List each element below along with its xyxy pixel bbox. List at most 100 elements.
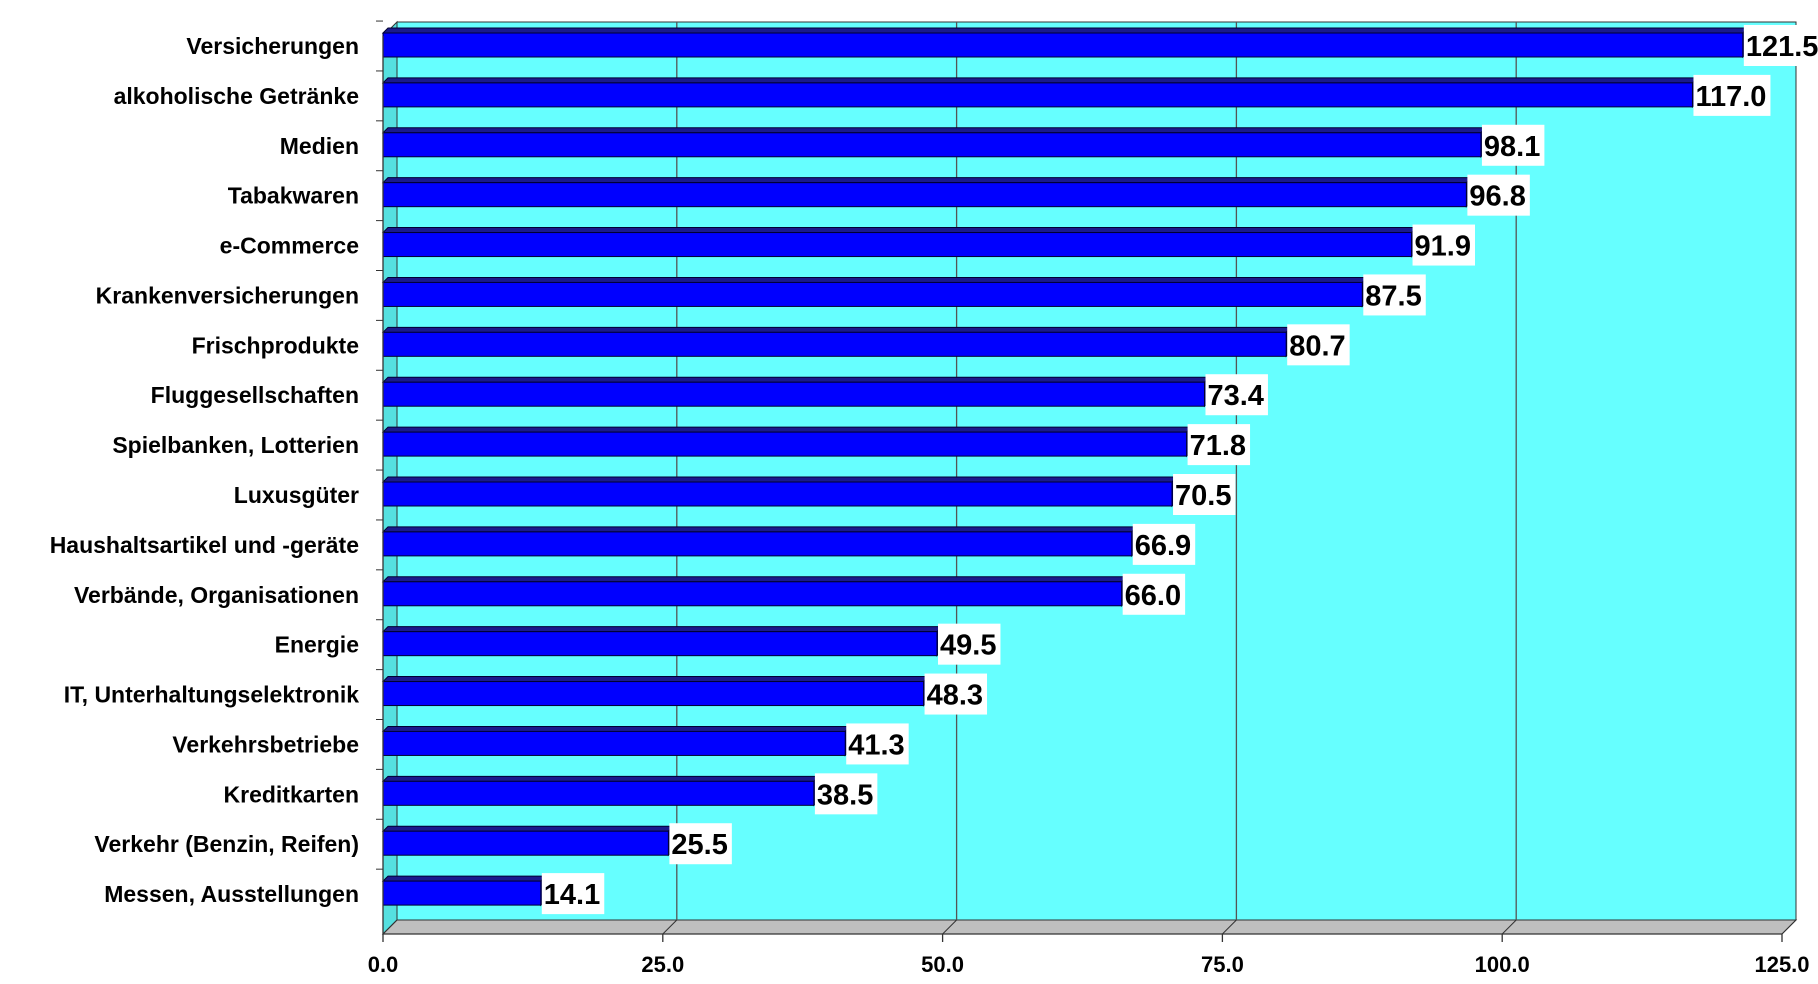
- value-label: 121.5: [1743, 25, 1818, 66]
- floor-gridline: [1222, 919, 1237, 935]
- bar-top-face: [381, 676, 930, 683]
- bar-top-face: [381, 127, 1488, 134]
- value-label-text: 66.0: [1125, 580, 1181, 612]
- category-label: alkoholische Getränke: [114, 83, 359, 109]
- bar: [381, 725, 852, 757]
- category-label: Tabakwaren: [228, 183, 359, 209]
- value-label: 91.9: [1412, 224, 1475, 266]
- floor-gridline: [942, 919, 957, 935]
- value-label-background: [1412, 224, 1475, 266]
- category-label: Messen, Ausstellungen: [104, 881, 359, 907]
- category-label: Fluggesellschaften: [151, 382, 359, 408]
- gridlines: [382, 22, 1797, 935]
- bar-front-face: [382, 32, 1744, 58]
- bar: [381, 675, 930, 707]
- value-label: 87.5: [1363, 274, 1426, 316]
- x-tick-label: 0.0: [368, 952, 399, 977]
- value-label: 71.8: [1187, 424, 1251, 466]
- bar-front-face: [382, 730, 846, 756]
- value-label: 96.8: [1467, 174, 1530, 216]
- bar-top-face: [381, 426, 1193, 433]
- value-label-text: 87.5: [1365, 280, 1421, 312]
- bar: [381, 176, 1473, 208]
- value-label-text: 41.3: [848, 729, 904, 761]
- value-label-text: 117.0: [1695, 81, 1766, 113]
- bar-front-face: [382, 631, 938, 657]
- value-label-text: 48.3: [927, 680, 983, 712]
- bar-front-face: [382, 132, 1482, 158]
- value-label-text: 71.8: [1190, 430, 1246, 462]
- value-label-background: [1363, 274, 1426, 316]
- category-labels: Versicherungen alkoholische Getränke Medie…: [50, 33, 360, 907]
- category-label: IT, Unterhaltungselektronik: [64, 682, 359, 708]
- value-label-background: [1173, 474, 1236, 515]
- value-label-text: 73.4: [1207, 380, 1263, 412]
- value-label: 73.4: [1205, 374, 1268, 416]
- value-label: 66.0: [1122, 573, 1186, 615]
- bar-front-face: [382, 880, 542, 906]
- bar: [381, 775, 821, 807]
- value-label-text: 96.8: [1469, 181, 1525, 213]
- x-tick-labels: 0.0 25.0 50.0 75.0 100.0 125.0: [368, 952, 1810, 977]
- bar-top-face: [381, 476, 1179, 483]
- value-label-text: 98.1: [1484, 131, 1540, 163]
- bar: [381, 376, 1211, 408]
- value-label-text: 80.7: [1289, 330, 1345, 362]
- bar-top-face: [381, 725, 852, 732]
- value-label: 98.1: [1481, 124, 1545, 166]
- bar-top-face: [381, 276, 1369, 283]
- category-label: Versicherungen: [186, 33, 359, 59]
- bar-front-face: [382, 232, 1413, 258]
- category-label: Verkehrsbetriebe: [172, 731, 359, 757]
- value-label: 66.9: [1132, 523, 1196, 565]
- value-label: 41.3: [846, 723, 909, 765]
- category-label: Krankenversicherungen: [96, 282, 359, 308]
- bar: [381, 825, 675, 857]
- value-label: 49.5: [938, 623, 1001, 665]
- bar-front-face: [382, 331, 1287, 357]
- value-label-text: 38.5: [817, 779, 873, 811]
- value-label: 48.3: [924, 673, 988, 715]
- bar: [381, 874, 548, 907]
- bar: [381, 475, 1179, 508]
- bar-top-face: [381, 576, 1128, 583]
- bar: [381, 26, 1750, 59]
- value-label-background: [1187, 424, 1251, 466]
- floor-gridline: [1501, 919, 1517, 935]
- category-label: e-Commerce: [220, 233, 359, 259]
- value-label-text: 66.9: [1135, 530, 1191, 562]
- bar-top-face: [381, 825, 675, 832]
- bar-front-face: [382, 281, 1363, 307]
- floor-gridline: [662, 919, 678, 935]
- category-label: Luxusgüter: [234, 482, 359, 508]
- value-label-background: [924, 673, 988, 715]
- bar: [381, 425, 1193, 458]
- category-label: Medien: [280, 133, 359, 159]
- value-label: 38.5: [814, 773, 878, 815]
- category-label: Haushaltsartikel und -geräte: [50, 532, 359, 558]
- bar: [381, 575, 1128, 607]
- x-tick-label: 125.0: [1754, 952, 1809, 977]
- bar-top-face: [381, 875, 548, 882]
- value-label-text: 25.5: [671, 829, 727, 861]
- value-label: 25.5: [669, 823, 732, 865]
- bar-front-face: [382, 531, 1133, 557]
- bar: [381, 76, 1699, 109]
- floor-gridline: [382, 919, 398, 935]
- floor-gridline: [1781, 919, 1797, 935]
- bar: [381, 276, 1369, 308]
- category-label: Energie: [275, 632, 359, 658]
- bar-top-face: [381, 27, 1750, 34]
- x-tick-label: 75.0: [1201, 952, 1244, 977]
- category-label: Spielbanken, Lotterien: [112, 432, 359, 458]
- bar-front-face: [382, 381, 1205, 407]
- value-label-background: [1205, 374, 1268, 416]
- bar-front-face: [382, 780, 815, 806]
- category-label: Kreditkarten: [224, 781, 359, 807]
- bar: [381, 126, 1488, 158]
- value-label: 80.7: [1287, 324, 1350, 366]
- category-label: Verbände, Organisationen: [74, 582, 359, 608]
- category-label: Verkehr (Benzin, Reifen): [94, 831, 359, 857]
- bar: [381, 525, 1138, 558]
